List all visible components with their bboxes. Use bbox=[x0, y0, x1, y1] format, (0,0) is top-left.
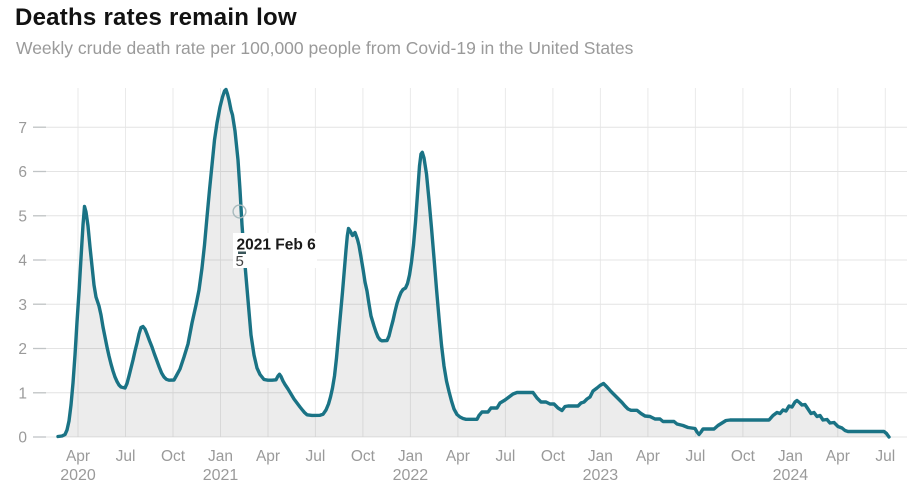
svg-text:2024: 2024 bbox=[773, 467, 809, 484]
svg-text:7: 7 bbox=[18, 120, 27, 137]
svg-text:Jan: Jan bbox=[588, 448, 613, 465]
svg-text:3: 3 bbox=[18, 297, 27, 314]
svg-text:2022: 2022 bbox=[393, 467, 429, 484]
svg-text:2020: 2020 bbox=[60, 467, 96, 484]
svg-text:Jan: Jan bbox=[778, 448, 803, 465]
svg-text:Jan: Jan bbox=[208, 448, 233, 465]
svg-text:Oct: Oct bbox=[541, 448, 566, 465]
svg-text:4: 4 bbox=[18, 253, 27, 270]
svg-text:2023: 2023 bbox=[583, 467, 619, 484]
svg-text:Oct: Oct bbox=[351, 448, 376, 465]
svg-text:Apr: Apr bbox=[826, 448, 850, 465]
svg-text:Jan: Jan bbox=[398, 448, 423, 465]
svg-text:Oct: Oct bbox=[161, 448, 186, 465]
svg-text:1: 1 bbox=[18, 385, 27, 402]
svg-text:Apr: Apr bbox=[66, 448, 90, 465]
svg-text:Apr: Apr bbox=[636, 448, 660, 465]
svg-text:2021 Feb 6: 2021 Feb 6 bbox=[237, 237, 317, 254]
svg-text:Oct: Oct bbox=[731, 448, 756, 465]
svg-text:5: 5 bbox=[236, 253, 244, 270]
svg-text:5: 5 bbox=[18, 208, 27, 225]
svg-text:Jul: Jul bbox=[875, 448, 895, 465]
svg-text:Apr: Apr bbox=[256, 448, 280, 465]
svg-text:Jul: Jul bbox=[305, 448, 325, 465]
svg-text:2: 2 bbox=[18, 341, 27, 358]
svg-text:Jul: Jul bbox=[116, 448, 136, 465]
svg-text:2021: 2021 bbox=[203, 467, 239, 484]
svg-text:Jul: Jul bbox=[495, 448, 515, 465]
svg-text:0: 0 bbox=[18, 430, 27, 447]
svg-text:Jul: Jul bbox=[685, 448, 705, 465]
svg-text:6: 6 bbox=[18, 164, 27, 181]
svg-text:Apr: Apr bbox=[446, 448, 470, 465]
